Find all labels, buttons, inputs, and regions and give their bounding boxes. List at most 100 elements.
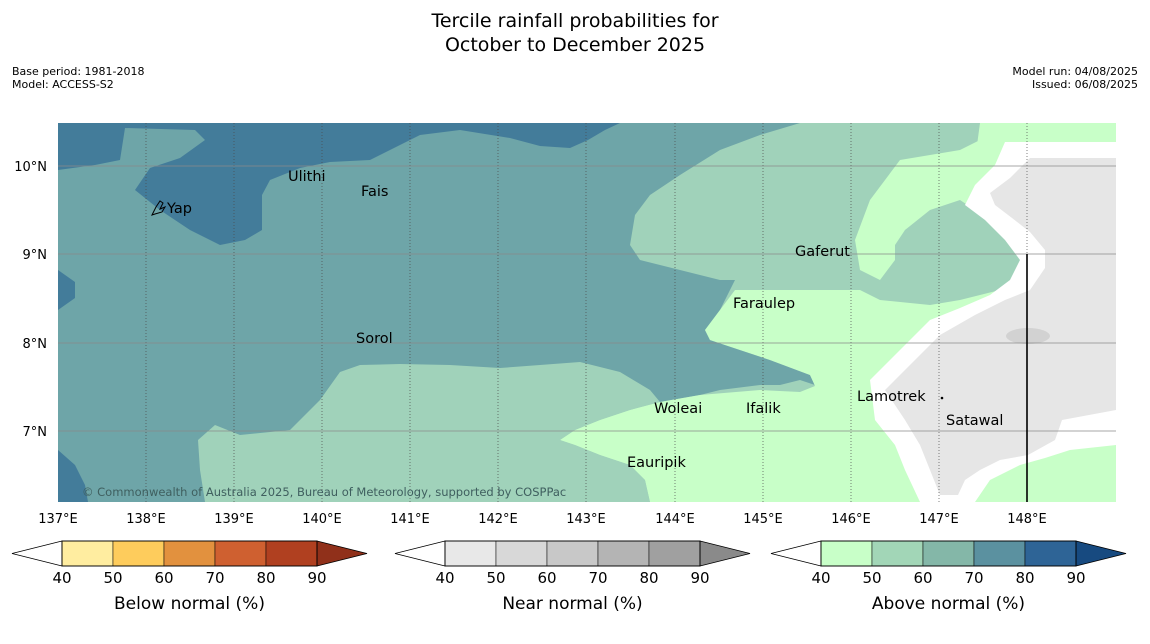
above-normal-swatch [973, 540, 1026, 567]
x-tick-148: 148°E [1007, 512, 1047, 527]
graticule [58, 123, 1116, 502]
y-tick-7: 7°N [23, 425, 48, 440]
near-normal-swatch [495, 540, 548, 567]
place-yap: Yap [166, 201, 192, 217]
title-line-1: Tercile rainfall probabilities for [431, 10, 719, 32]
model-name: Model: ACCESS-S2 [12, 78, 114, 91]
above-40-50-bottom-right [975, 445, 1116, 502]
below-normal-label: Below normal (%) [114, 594, 265, 614]
above-normal-tick: 60 [913, 569, 932, 587]
below-normal-swatch [61, 540, 114, 567]
above-normal-tick: 50 [862, 569, 881, 587]
near-normal-min-extension [394, 540, 446, 567]
below-normal-swatch [265, 540, 318, 567]
map-title: Tercile rainfall probabilities for Octob… [0, 9, 1150, 57]
below-normal-max-extension [316, 540, 368, 567]
place-fais: Fais [361, 184, 388, 200]
place-eauripik: Eauripik [627, 455, 686, 471]
base-period: Base period: 1981-2018 [12, 65, 145, 78]
y-tick-8: 8°N [23, 337, 48, 352]
above-normal-max-extension [1075, 540, 1127, 567]
meta-right: Model run: 04/08/2025 Issued: 06/08/2025 [1012, 65, 1138, 91]
above-normal-swatch [922, 540, 975, 567]
masked-land-area [885, 158, 1116, 495]
x-tick-142: 142°E [478, 512, 518, 527]
x-axis-labels: 137°E 138°E 139°E 140°E 141°E 142°E 143°… [38, 512, 1047, 527]
place-ifalik: Ifalik [746, 401, 781, 417]
place-lamotrek: Lamotrek [857, 389, 926, 405]
near-normal-max-extension [699, 540, 751, 567]
near-normal-tick: 80 [639, 569, 658, 587]
above-normal-frame [820, 540, 1077, 567]
map-plot [58, 123, 1116, 502]
islands [151, 200, 944, 400]
grey-shadow [1006, 328, 1050, 344]
near-normal-label: Near normal (%) [502, 594, 642, 614]
below-normal-swatch [163, 540, 216, 567]
below-normal-tick: 90 [307, 569, 326, 587]
x-tick-137: 137°E [38, 512, 78, 527]
x-tick-144: 144°E [655, 512, 695, 527]
place-ulithi: Ulithi [288, 169, 326, 185]
x-tick-138: 138°E [126, 512, 166, 527]
x-tick-140: 140°E [302, 512, 342, 527]
below-normal-swatch [214, 540, 267, 567]
near-normal-frame [444, 540, 701, 567]
near-normal-swatch [444, 540, 497, 567]
above-normal-min-extension [770, 540, 822, 567]
near-normal-tick: 40 [435, 569, 454, 587]
above-normal-tick: 70 [964, 569, 983, 587]
issued-date: Issued: 06/08/2025 [1031, 78, 1138, 91]
above-normal-colorbar: 40 50 60 70 80 90 Above normal (%) [770, 540, 1127, 614]
below-normal-frame [61, 540, 318, 567]
below-normal-tick: 60 [154, 569, 173, 587]
x-tick-141: 141°E [390, 512, 430, 527]
x-tick-147: 147°E [919, 512, 959, 527]
copyright-notice: © Commonwealth of Australia 2025, Bureau… [82, 485, 566, 499]
above-50-60-lower-left [198, 362, 660, 502]
near-normal-tick: 60 [537, 569, 556, 587]
satawal-dot [940, 396, 944, 400]
place-faraulep: Faraulep [733, 296, 795, 312]
y-tick-9: 9°N [23, 248, 48, 263]
above-normal-tick: 90 [1066, 569, 1085, 587]
x-tick-145: 145°E [743, 512, 783, 527]
near-normal-swatch [597, 540, 650, 567]
near-normal-tick: 90 [690, 569, 709, 587]
below-normal-tick: 50 [103, 569, 122, 587]
below-normal-min-extension [11, 540, 63, 567]
near-normal-colorbar: 40 50 60 70 80 90 Near normal (%) [394, 540, 751, 614]
above-normal-swatch [820, 540, 873, 567]
meta-left: Base period: 1981-2018 Model: ACCESS-S2 [12, 65, 144, 91]
below-normal-colorbar: 40 50 60 70 80 90 Below normal (%) [11, 540, 368, 614]
near-normal-tick: 50 [486, 569, 505, 587]
below-normal-tick: 40 [52, 569, 71, 587]
place-gaferut: Gaferut [795, 244, 850, 260]
x-tick-143: 143°E [566, 512, 606, 527]
x-tick-146: 146°E [831, 512, 871, 527]
place-woleai: Woleai [654, 401, 702, 417]
above-normal-tick: 40 [811, 569, 830, 587]
above-normal-swatch [1024, 540, 1077, 567]
above-70-80-left-2 [58, 450, 88, 502]
below-normal-swatch [112, 540, 165, 567]
above-normal-label: Above normal (%) [872, 594, 1025, 614]
above-normal-swatch [871, 540, 924, 567]
above-70-80-region [58, 123, 620, 245]
place-labels: Yap Ulithi Fais Gaferut Faraulep Sorol W… [166, 169, 1003, 471]
place-sorol: Sorol [356, 331, 393, 347]
near-normal-swatch [546, 540, 599, 567]
place-satawal: Satawal [946, 413, 1003, 429]
above-70-80-left-1 [58, 270, 75, 310]
x-tick-139: 139°E [214, 512, 254, 527]
model-run: Model run: 04/08/2025 [1012, 65, 1138, 78]
above-50-60-island [895, 215, 985, 275]
near-normal-swatch [648, 540, 701, 567]
near-normal-tick: 70 [588, 569, 607, 587]
y-axis-labels: 10°N 9°N 8°N 7°N [14, 160, 47, 440]
above-normal-tick: 80 [1015, 569, 1034, 587]
yap-island-shape [151, 200, 167, 216]
y-tick-10: 10°N [14, 160, 47, 175]
colorbar-legends: 40 50 60 70 80 90 Below normal (%) 40 50 60 70 80 90… [11, 540, 1127, 614]
